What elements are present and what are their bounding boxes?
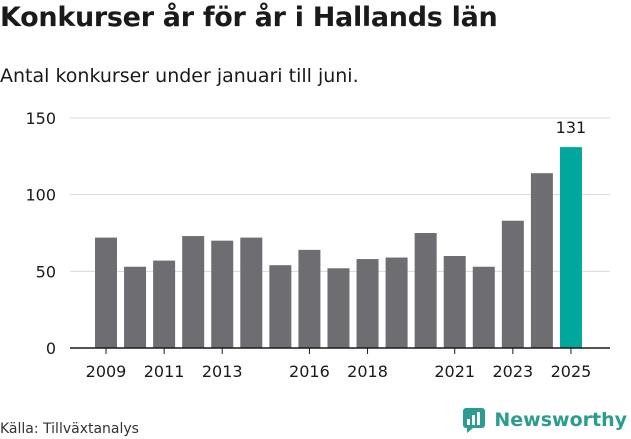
y-tick-label-150: 150 <box>25 109 56 128</box>
brand-name: Newsworthy <box>494 409 627 431</box>
bar-2018 <box>356 259 379 348</box>
chart-title: Konkurser år för år i Hallands län <box>0 2 498 33</box>
bar-2024 <box>530 173 553 348</box>
bar-2019 <box>385 257 408 348</box>
x-tick-label-2021: 2021 <box>434 362 475 381</box>
x-tick-label-2023: 2023 <box>492 362 533 381</box>
bar-2020 <box>414 233 437 348</box>
bar-2013 <box>211 240 234 348</box>
x-tick-label-2025: 2025 <box>551 362 592 381</box>
y-tick-label-100: 100 <box>25 186 56 205</box>
bar-2012 <box>182 236 205 348</box>
bar-2010 <box>124 266 147 348</box>
x-tick-label-2009: 2009 <box>86 362 127 381</box>
x-tick-label-2016: 2016 <box>289 362 330 381</box>
x-tick-label-2018: 2018 <box>347 362 388 381</box>
bar-2023 <box>501 220 524 348</box>
bar-2015 <box>269 265 292 348</box>
y-tick-label-0: 0 <box>46 339 56 358</box>
bar-2009 <box>95 237 117 348</box>
bar-2014 <box>240 237 263 348</box>
bar-2021 <box>443 256 466 348</box>
source-note: Källa: Tillväxtanalys <box>0 421 139 437</box>
bar-2022 <box>472 266 495 348</box>
bar-chart: 0 50 100 150 2009 2011 2013 2016 2018 2021 2023 202… <box>25 109 610 381</box>
chart-subtitle: Antal konkurser under januari till juni. <box>0 65 359 87</box>
brand-logo: Newsworthy <box>462 407 627 433</box>
y-tick-label-50: 50 <box>36 262 56 281</box>
x-tick-label-2011: 2011 <box>144 362 185 381</box>
newsworthy-logo-icon <box>463 408 486 433</box>
bar-2017 <box>327 268 350 348</box>
x-tick-label-2013: 2013 <box>202 362 243 381</box>
bar-2025 <box>559 147 582 348</box>
bar-2011 <box>153 260 176 348</box>
data-label-2025: 131 <box>556 118 587 137</box>
bar-2016 <box>298 249 321 348</box>
